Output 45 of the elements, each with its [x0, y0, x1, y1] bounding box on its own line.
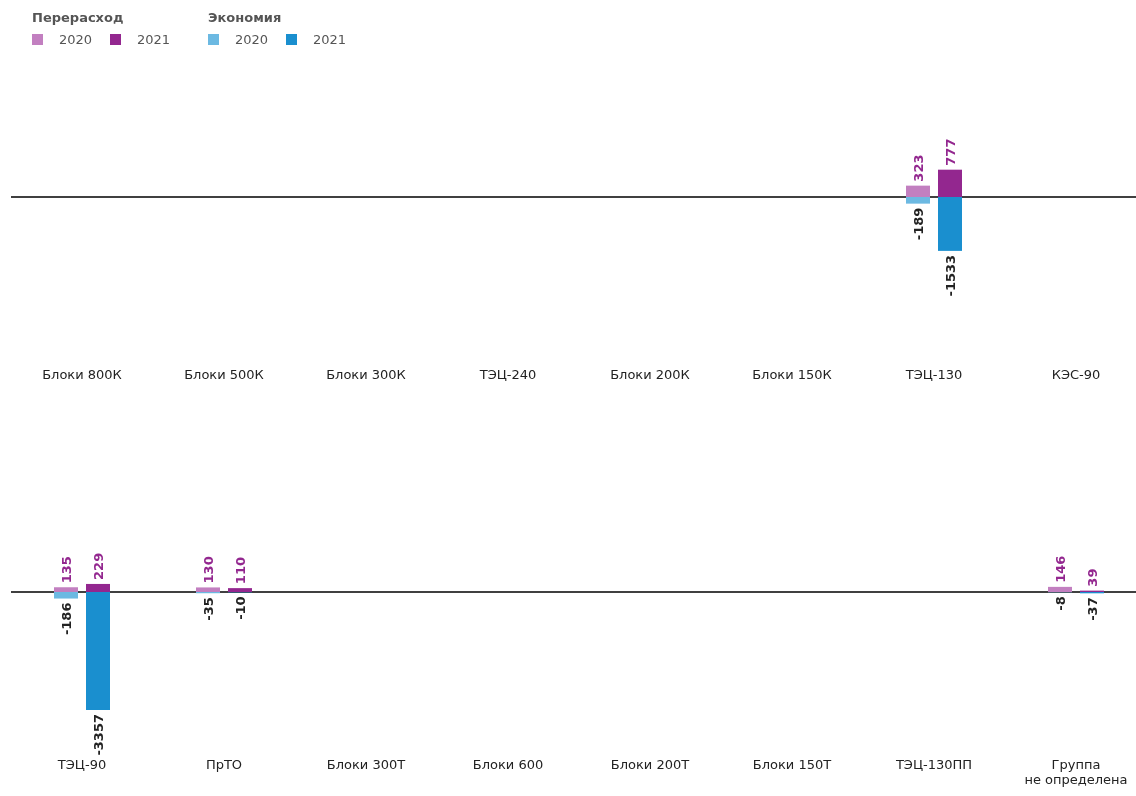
data-label: -10 — [233, 596, 248, 620]
legend-label: 2020 — [235, 32, 269, 47]
data-label: -8 — [1053, 596, 1068, 611]
data-label: -37 — [1085, 597, 1100, 621]
legend-label: 2020 — [59, 32, 93, 47]
x-tick-label: Блоки 300К — [326, 367, 406, 382]
data-label: -189 — [911, 207, 926, 241]
x-tick-label: Блоки 500К — [184, 367, 264, 382]
data-label: 130 — [201, 556, 216, 584]
x-tick-label: ТЭЦ-130 — [904, 367, 963, 382]
data-label: -1533 — [943, 254, 958, 297]
x-tick-label: Блоки 800К — [42, 367, 122, 382]
x-tick-label: ПрТО — [205, 757, 243, 772]
data-label: 323 — [911, 154, 926, 182]
bar — [86, 583, 110, 592]
bar — [86, 592, 110, 710]
legend-label: 2021 — [313, 32, 347, 47]
x-tick-label: Блоки 150Т — [752, 757, 832, 772]
bar — [1048, 586, 1072, 592]
bar — [228, 588, 252, 592]
data-label: 777 — [943, 138, 958, 166]
x-tick-label: Блоки 200К — [610, 367, 690, 382]
x-tick-label: КЭС-90 — [1051, 367, 1101, 382]
bar — [54, 592, 78, 599]
data-label: 110 — [233, 556, 248, 585]
data-label: -186 — [59, 602, 74, 636]
x-tick-label: Блоки 600 — [472, 757, 544, 772]
x-tick-label: ТЭЦ-130ПП — [894, 757, 973, 772]
x-tick-label: Блоки 200Т — [610, 757, 690, 772]
data-label: 39 — [1085, 568, 1100, 587]
x-tick-label: ТЭЦ-240 — [478, 367, 537, 382]
data-label: -3357 — [91, 714, 106, 756]
x-tick-label: Блоки 150К — [752, 367, 832, 382]
bar — [54, 587, 78, 592]
data-label: 146 — [1053, 555, 1068, 583]
text: Перерасход — [32, 10, 124, 25]
data-label: -35 — [201, 597, 216, 621]
data-label: 229 — [91, 552, 106, 580]
legend-label: 2021 — [137, 32, 171, 47]
x-tick-label: Блоки 300Т — [326, 757, 406, 772]
bar — [196, 587, 220, 592]
text: Экономия — [208, 10, 282, 25]
x-tick-label: Группа не определена — [1024, 757, 1128, 787]
x-tick-label: ТЭЦ-90 — [56, 757, 107, 772]
data-label: 135 — [59, 556, 74, 584]
